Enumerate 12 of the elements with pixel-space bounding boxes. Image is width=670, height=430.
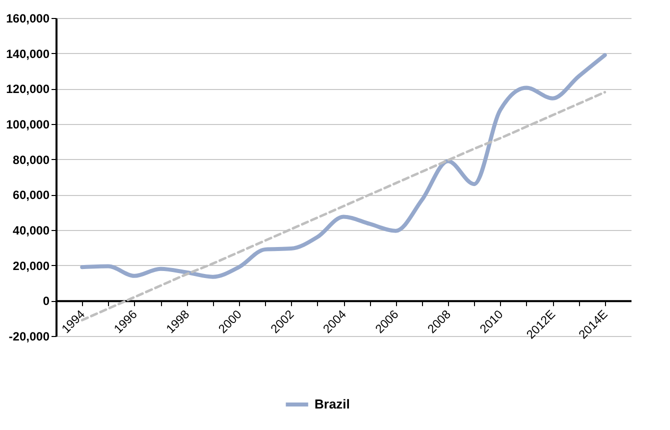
legend-label: Brazil — [314, 396, 350, 412]
y-tick-label: 140,000 — [6, 46, 50, 61]
y-tick-label: 20,000 — [12, 258, 50, 273]
y-tick-label: 160,000 — [6, 12, 50, 26]
line-series — [80, 53, 607, 279]
y-tick-label: 100,000 — [6, 118, 50, 132]
y-tick-label: 120,000 — [6, 82, 50, 96]
y-tick-label: 0 — [42, 294, 50, 308]
y-tick-label: 60,000 — [12, 188, 50, 202]
y-tick-label: -20,000 — [8, 330, 50, 344]
y-tick-label: 80,000 — [12, 152, 50, 167]
y-tick-label: 40,000 — [12, 224, 50, 238]
